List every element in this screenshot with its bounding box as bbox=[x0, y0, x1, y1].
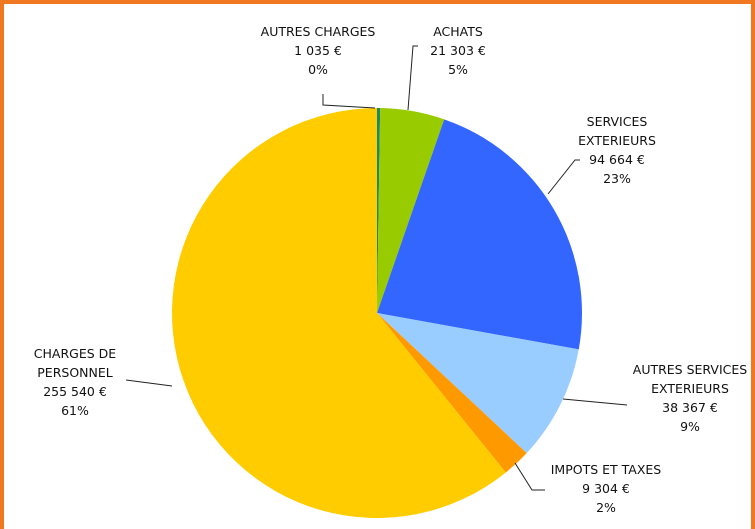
category-label: AUTRES SERVICES EXTERIEURS bbox=[632, 362, 748, 396]
pie-slice bbox=[377, 108, 381, 313]
slice-label: CHARGES DE PERSONNEL 255 540 € 61% bbox=[25, 344, 125, 420]
percentage-label: 5% bbox=[448, 62, 468, 77]
percentage-label: 2% bbox=[596, 500, 616, 515]
category-label: IMPOTS ET TAXES bbox=[550, 462, 662, 477]
category-label: AUTRES CHARGES bbox=[260, 24, 376, 39]
category-label: CHARGES DE PERSONNEL bbox=[33, 346, 117, 380]
slice-label: AUTRES SERVICES EXTERIEURS 38 367 € 9% bbox=[620, 360, 755, 436]
slice-label: IMPOTS ET TAXES 9 304 € 2% bbox=[536, 460, 676, 517]
category-label: SERVICES EXTERIEURS bbox=[578, 114, 656, 148]
leader-line bbox=[125, 379, 173, 387]
percentage-label: 0% bbox=[308, 62, 328, 77]
percentage-label: 23% bbox=[603, 171, 631, 186]
value-label: 38 367 € bbox=[662, 400, 718, 415]
leader-line bbox=[547, 159, 580, 195]
slice-label: ACHATS 21 303 € 5% bbox=[408, 22, 508, 79]
category-label: ACHATS bbox=[433, 24, 483, 39]
leader-line bbox=[407, 45, 418, 111]
value-label: 94 664 € bbox=[589, 152, 645, 167]
leader-line bbox=[514, 462, 545, 491]
percentage-label: 61% bbox=[61, 403, 89, 418]
value-label: 21 303 € bbox=[430, 43, 486, 58]
percentage-label: 9% bbox=[680, 419, 700, 434]
pie-slice bbox=[377, 313, 527, 473]
pie-slice bbox=[377, 313, 579, 454]
leader-line bbox=[562, 398, 628, 406]
value-label: 9 304 € bbox=[582, 481, 630, 496]
leader-line bbox=[322, 94, 376, 109]
pie-area bbox=[125, 45, 628, 518]
value-label: 255 540 € bbox=[43, 384, 107, 399]
slice-label: AUTRES CHARGES 1 035 € 0% bbox=[238, 22, 398, 79]
pie-slice bbox=[377, 119, 582, 350]
pie-slice bbox=[172, 108, 506, 518]
pie-slice bbox=[377, 108, 445, 313]
value-label: 1 035 € bbox=[294, 43, 342, 58]
slice-label: SERVICES EXTERIEURS 94 664 € 23% bbox=[567, 112, 667, 188]
